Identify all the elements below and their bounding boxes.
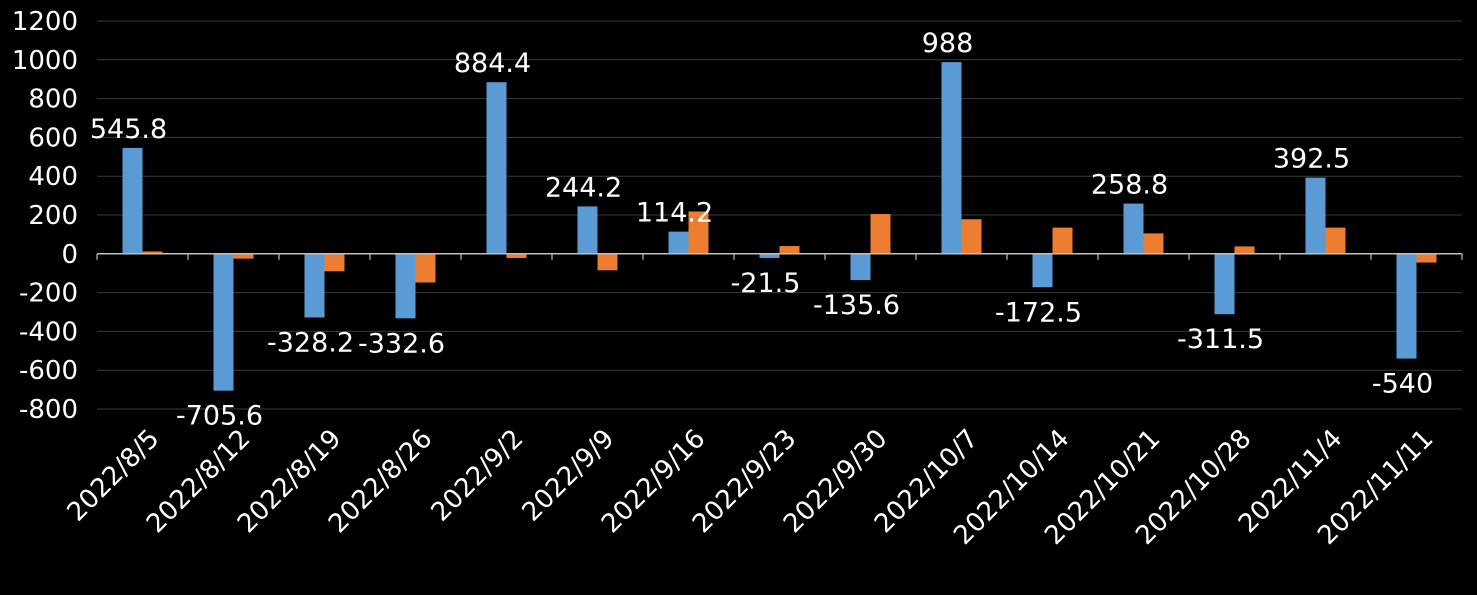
bar-series-2 xyxy=(233,253,254,259)
bar-series-2 xyxy=(1325,227,1346,254)
bars xyxy=(122,62,1437,391)
data-label: 258.8 xyxy=(1091,170,1168,201)
data-label: -135.6 xyxy=(813,290,900,321)
bar-series-1 xyxy=(1032,253,1053,288)
bar-series-2 xyxy=(324,253,345,272)
y-tick-label: -800 xyxy=(19,395,78,425)
data-label: 392.5 xyxy=(1273,144,1350,175)
bar-series-2 xyxy=(415,253,436,283)
bar-series-2 xyxy=(142,251,163,254)
bar-series-2 xyxy=(506,253,527,259)
data-label: -540 xyxy=(1372,369,1433,400)
data-label: -332.6 xyxy=(358,328,445,359)
y-tick-label: 1200 xyxy=(12,7,78,37)
bar-series-1 xyxy=(850,253,871,281)
bar-series-2 xyxy=(779,246,800,254)
y-tick-label: 1000 xyxy=(12,46,78,76)
data-label: -311.5 xyxy=(1177,324,1264,355)
y-tick-label: 400 xyxy=(28,162,78,192)
y-tick-label: -600 xyxy=(19,356,78,386)
bar-series-2 xyxy=(961,219,982,254)
bar-series-2 xyxy=(1143,233,1164,254)
y-tick-label: -400 xyxy=(19,317,78,347)
bar-series-1 xyxy=(395,253,416,319)
bar-series-2 xyxy=(870,214,891,254)
x-tick-label: 2022/9/2 xyxy=(426,424,530,528)
y-tick-label: 200 xyxy=(28,201,78,231)
bar-series-1 xyxy=(1123,203,1144,254)
data-labels: 545.8 -705.6 -328.2 -332.6 884.4 244.2 114.2 -2… xyxy=(90,28,1433,432)
data-label: 545.8 xyxy=(90,114,167,145)
y-tick-label: 800 xyxy=(28,85,78,115)
y-tick-label: -200 xyxy=(19,279,78,309)
bar-series-2 xyxy=(1052,227,1073,254)
bar-series-1 xyxy=(486,82,507,254)
data-label: 884.4 xyxy=(454,48,531,79)
data-label: 244.2 xyxy=(545,172,622,203)
data-label: 988 xyxy=(922,28,974,59)
bar-series-1 xyxy=(213,253,234,391)
bar-series-1 xyxy=(1396,253,1417,359)
data-label: -705.6 xyxy=(176,401,263,432)
bar-series-1 xyxy=(668,231,689,254)
data-label: -172.5 xyxy=(995,297,1082,328)
bar-series-1 xyxy=(304,253,325,318)
bar-series-2 xyxy=(1234,246,1255,254)
y-tick-label: 0 xyxy=(61,240,78,270)
data-label: -328.2 xyxy=(267,327,354,358)
data-label: -21.5 xyxy=(731,268,801,299)
bar-series-1 xyxy=(1214,253,1235,315)
bar-series-1 xyxy=(1305,177,1326,254)
bar-series-2 xyxy=(688,211,709,254)
y-tick-label: 600 xyxy=(28,123,78,153)
bar-series-1 xyxy=(577,206,598,254)
bar-series-2 xyxy=(1416,253,1437,263)
bar-series-1 xyxy=(122,147,143,254)
data-label: 114.2 xyxy=(636,198,713,229)
bar-series-1 xyxy=(759,253,780,258)
bar-series-2 xyxy=(597,253,618,271)
bar-series-1 xyxy=(941,62,962,254)
